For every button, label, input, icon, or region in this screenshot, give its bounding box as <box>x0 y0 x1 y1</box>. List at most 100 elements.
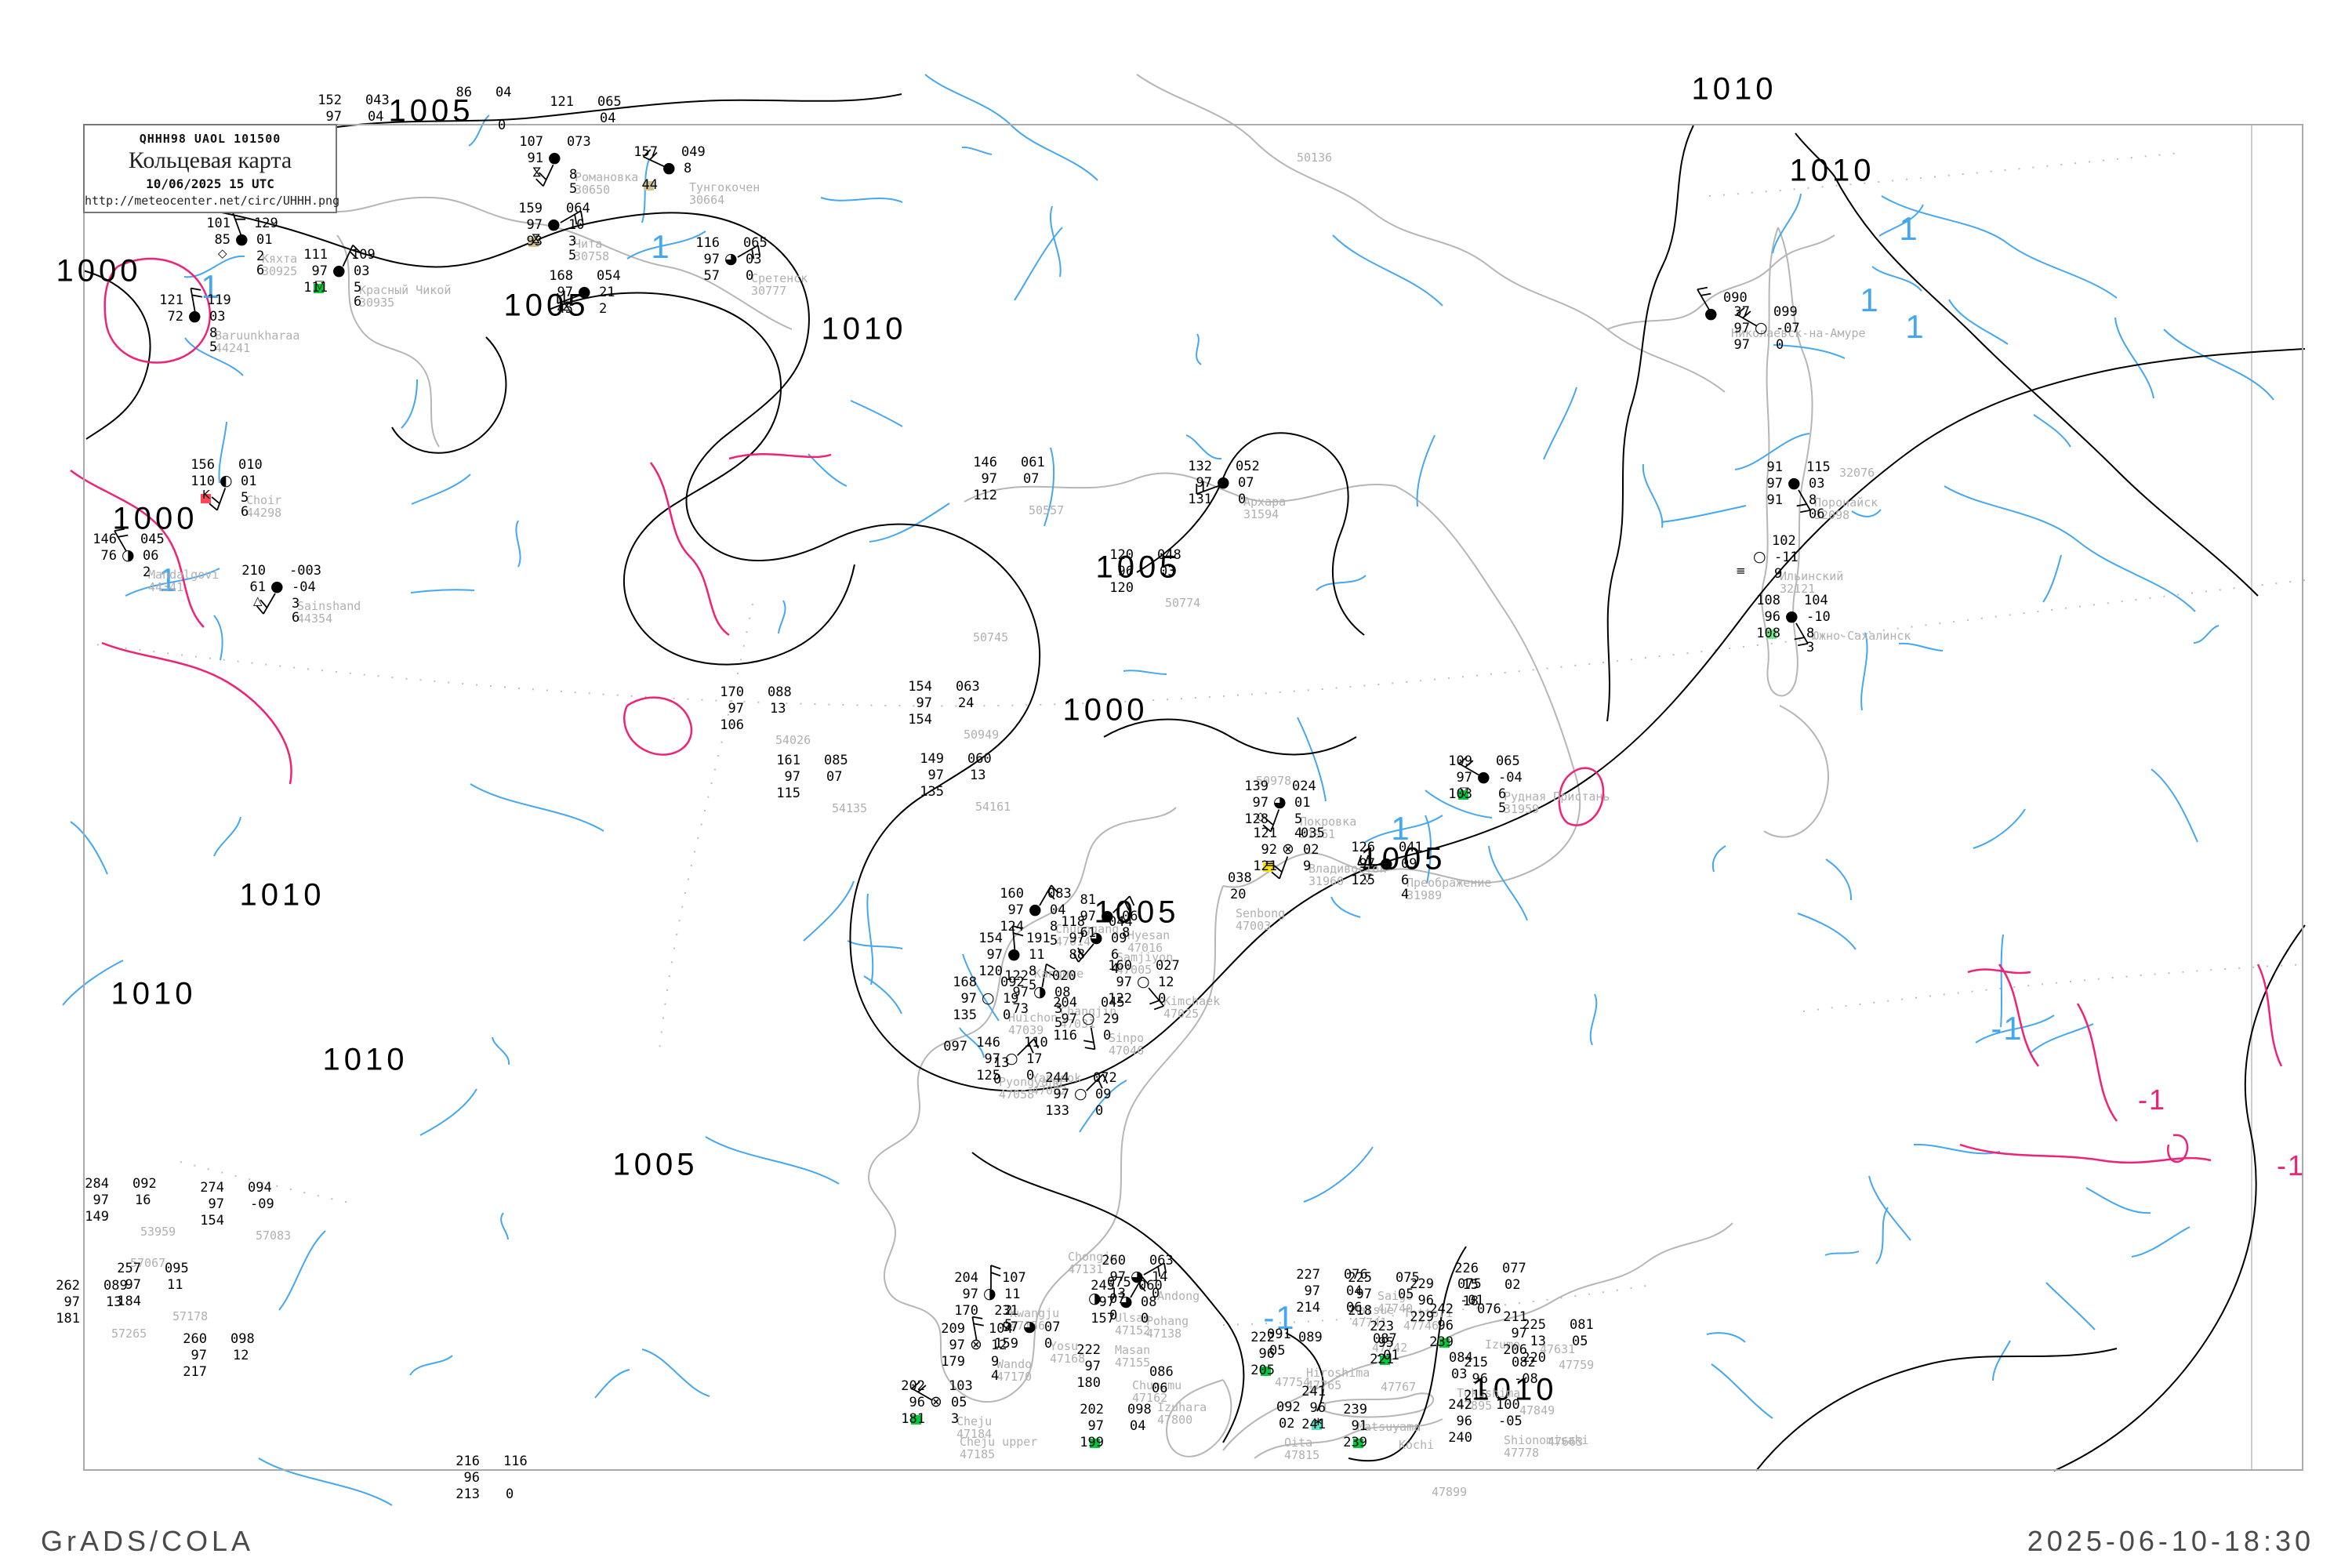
station-marker-square <box>1766 630 1777 639</box>
station-name: Huichon <box>1008 1011 1058 1025</box>
station-dewpoint: 128 <box>1244 811 1269 827</box>
station-name: Oita <box>1284 1436 1313 1450</box>
station-temperature: 216 <box>456 1454 480 1469</box>
river-squiggle <box>2000 934 2004 1028</box>
station-tendency: 12 <box>991 1338 1007 1353</box>
station-dewpoint: 45 <box>557 301 573 317</box>
station-visibility: 97 <box>125 1277 141 1293</box>
station-temperature: 116 <box>695 235 720 251</box>
station-circle-icon: ● <box>332 262 346 279</box>
station-temperature: 109 <box>1448 753 1472 769</box>
station-cloud-low: 9 <box>1303 858 1312 874</box>
river-squiggle <box>961 146 993 155</box>
river-squiggle <box>1825 858 1853 901</box>
station-cloud-type: 6 <box>256 263 265 278</box>
station-tendency: 06 <box>143 548 159 564</box>
station-id: 32098 <box>1814 508 1850 522</box>
isobar-label: 1010 <box>1472 1372 1558 1407</box>
station-cloud-low: 9 <box>1774 566 1783 582</box>
station-dewpoint: 18 <box>1462 1294 1479 1309</box>
station-dewpoint: 116 <box>1053 1028 1077 1044</box>
river-squiggle <box>1488 845 1528 921</box>
station-tendency: 21 <box>599 285 615 300</box>
station-tendency: 04 <box>1050 902 1066 918</box>
station-visibility: 96 <box>1456 1414 1472 1429</box>
wind-barb <box>190 287 202 312</box>
isobar-label: 1005 <box>388 93 474 129</box>
station-dewpoint: 241 <box>1301 1417 1326 1432</box>
graticule-layer <box>82 125 2306 1471</box>
river-squiggle <box>850 400 903 427</box>
isobar-layer <box>82 93 2306 1472</box>
station-id: 50774 <box>1165 596 1201 610</box>
station-id: 47005 <box>1116 963 1152 977</box>
river-squiggle <box>641 1348 710 1397</box>
station-name: Рудная Пристань <box>1504 789 1610 804</box>
station-temperature: 146 <box>976 1035 1000 1051</box>
river-squiggle <box>1079 1080 1127 1133</box>
station-name: Преображение <box>1406 876 1492 890</box>
station-name: Ильинский <box>1780 569 1844 583</box>
station-pressure: 054 <box>597 268 621 284</box>
station-temperature: 160 <box>1000 886 1024 902</box>
station-tendency: 24 <box>958 695 975 711</box>
station-name: Masan <box>1115 1343 1151 1357</box>
station-visibility: 96 <box>909 1395 925 1410</box>
station-cloud-low: 0 <box>993 1072 1002 1087</box>
station-pressure: 063 <box>956 679 980 695</box>
station-visibility: 97 <box>962 1287 978 1302</box>
station-cloud-low: 0 <box>498 118 506 133</box>
station-cloud-low: 0 <box>1158 991 1167 1007</box>
station-id: 31960 <box>1308 874 1345 888</box>
station-temperature: 37 <box>1733 304 1750 320</box>
station-id: 44241 <box>215 341 251 355</box>
station-visibility: 97 <box>927 768 944 783</box>
station-visibility: 97 <box>1359 856 1375 872</box>
station-id: 47765 <box>1306 1378 1342 1392</box>
station-name: Cheju <box>956 1414 993 1428</box>
station-circle-icon: ⊗ <box>1282 840 1294 858</box>
station-cloud-low: 6 <box>1498 786 1507 802</box>
station-pressure: 100 <box>1496 1397 1520 1413</box>
river-squiggle <box>1860 632 1868 711</box>
station-circle-icon: ○ <box>1082 1010 1095 1027</box>
station-circle-icon: ● <box>270 578 284 595</box>
river-squiggle <box>1330 896 1361 918</box>
station-circle-icon: ○ <box>1753 548 1766 565</box>
wind-barb <box>1458 756 1480 776</box>
station-pressure: 102 <box>1772 533 1796 549</box>
station-cloud-low: 6 <box>1401 873 1410 888</box>
river-squiggle <box>410 589 475 593</box>
river-squiggle <box>1948 299 2009 345</box>
station-visibility: 97 <box>1733 321 1750 336</box>
station-id: 47138 <box>1146 1327 1182 1341</box>
station-dewpoint: 103 <box>1448 786 1472 802</box>
station-id: 31959 <box>1504 802 1540 816</box>
station-cloud-low: 5 <box>241 490 249 506</box>
station-visibility: 97 <box>1196 475 1212 491</box>
station-circle-icon: ● <box>1029 901 1042 918</box>
station-tendency: 03 <box>354 263 370 279</box>
station-cloud-low: 0 <box>1141 1311 1149 1327</box>
station-cloud-type: 4 <box>991 1368 1000 1384</box>
river-squiggle <box>820 197 903 203</box>
station-temperature: 211 <box>1503 1309 1527 1325</box>
river-squiggle <box>2045 1282 2096 1330</box>
station-dewpoint: 221 <box>1370 1352 1394 1367</box>
station-visibility: 97 <box>1098 1294 1115 1310</box>
station-visibility: 97 <box>1069 931 1085 946</box>
station-name: Романовка <box>575 170 639 184</box>
station-dewpoint: 180 <box>1076 1375 1101 1391</box>
legend-box: QHHH98 UAOL 101500 Кольцевая карта 10/06… <box>83 124 339 213</box>
station-pressure: 119 <box>207 292 231 308</box>
station-dewpoint: 181 <box>901 1411 925 1427</box>
station-cloud-low: 8 <box>209 325 218 341</box>
station-circle-icon: ● <box>1101 907 1114 924</box>
river-squiggle <box>2151 768 2198 843</box>
wind-barb <box>990 1265 1001 1289</box>
station-id: 31989 <box>1406 888 1443 902</box>
wind-barb <box>1041 963 1056 988</box>
station-cloud-low: 5 <box>1294 811 1303 827</box>
station-name: Kochi <box>1399 1438 1435 1452</box>
station-circle-icon: ● <box>1477 768 1490 786</box>
